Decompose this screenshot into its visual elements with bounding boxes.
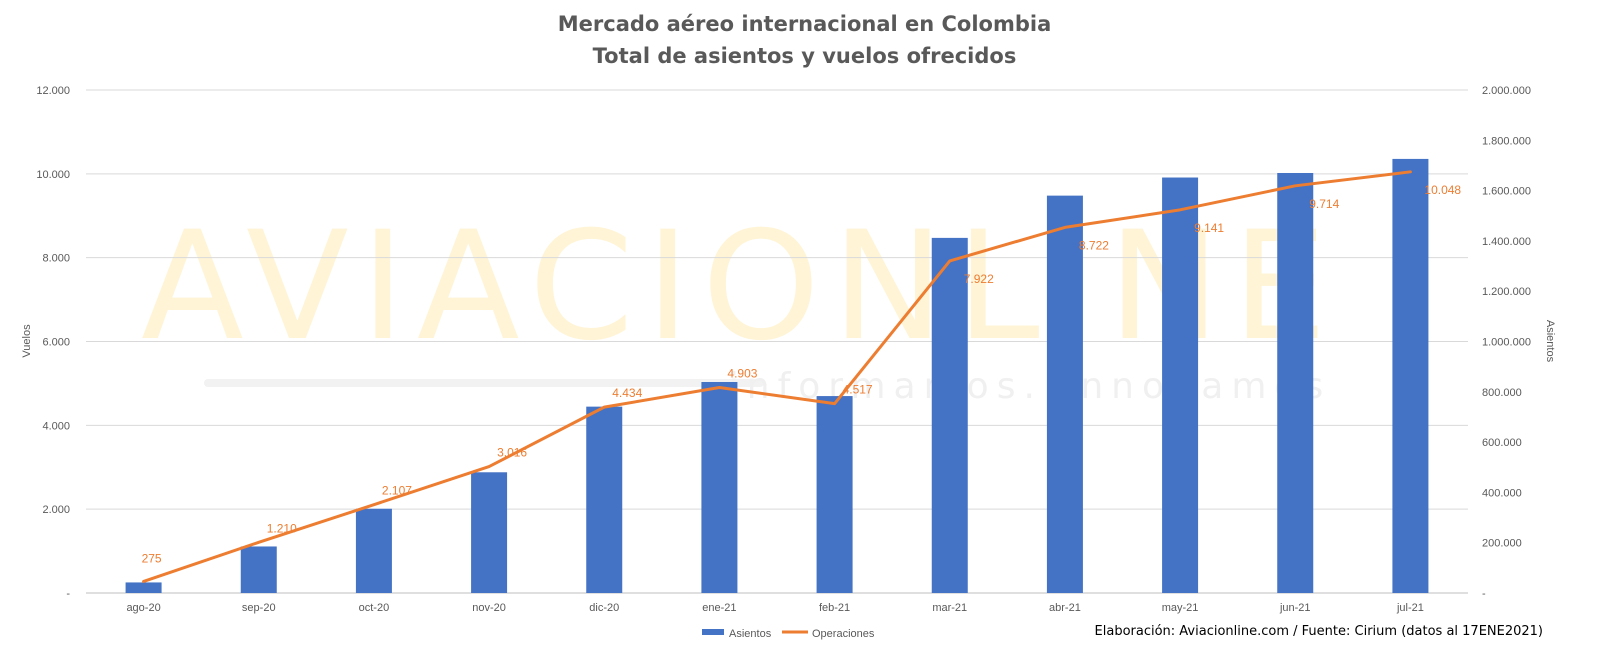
x-tick-label: jun-21 (1279, 602, 1311, 614)
y-left-tick-label: 10.000 (36, 169, 70, 181)
legend-label-operaciones: Operaciones (812, 628, 875, 640)
data-label-operaciones: 4.517 (843, 383, 873, 397)
bar-asientos (471, 472, 508, 593)
y-left-axis-title: Vuelos (21, 324, 33, 358)
legend-swatch-asientos (702, 629, 724, 635)
bar-asientos (586, 406, 623, 593)
data-label-operaciones: 7.922 (964, 272, 994, 286)
x-tick-label: dic-20 (589, 602, 619, 614)
y-right-tick-label: 1.000.000 (1482, 337, 1531, 349)
chart-title: Mercado aéreo internacional en Colombia (557, 12, 1052, 36)
bar-asientos (240, 546, 277, 593)
data-label-operaciones: 3.016 (497, 446, 527, 460)
y-right-tick-label: - (1482, 588, 1486, 600)
y-right-tick-label: 2.000.000 (1482, 85, 1531, 97)
y-right-tick-label: 1.200.000 (1482, 286, 1531, 298)
x-tick-label: sep-20 (242, 602, 276, 614)
line-operaciones (142, 170, 1412, 583)
data-label-operaciones: 275 (142, 551, 162, 565)
x-tick-label: oct-20 (359, 602, 390, 614)
data-label-operaciones: 4.434 (612, 386, 642, 400)
bar-asientos (1162, 177, 1199, 593)
y-left-tick-label: 6.000 (42, 337, 70, 349)
bar-asientos (355, 508, 392, 593)
data-label-operaciones: 8.722 (1079, 238, 1109, 252)
y-left-tick-label: - (66, 588, 70, 600)
x-tick-label: jul-21 (1396, 602, 1424, 614)
data-label-operaciones: 10.048 (1424, 183, 1461, 197)
x-tick-label: ago-20 (126, 602, 160, 614)
y-right-tick-label: 600.000 (1482, 437, 1522, 449)
bar-asientos (816, 396, 853, 593)
y-right-tick-label: 1.400.000 (1482, 236, 1531, 248)
y-right-tick-label: 400.000 (1482, 487, 1522, 499)
data-label-operaciones: 4.903 (727, 366, 757, 380)
bar-asientos (931, 237, 968, 593)
y-right-tick-label: 1.600.000 (1482, 186, 1531, 198)
watermark-brand: AVIACIONLINE (141, 200, 1339, 374)
x-tick-label: nov-20 (472, 602, 506, 614)
x-tick-label: abr-21 (1049, 602, 1081, 614)
x-tick-label: mar-21 (932, 602, 967, 614)
data-label-operaciones: 9.141 (1194, 221, 1224, 235)
source-credit: Elaboración: Aviacionline.com / Fuente: … (1094, 624, 1543, 639)
y-left-tick-label: 8.000 (42, 253, 70, 265)
bar-asientos (701, 381, 738, 593)
bar-asientos (1277, 172, 1314, 593)
y-left-tick-label: 12.000 (36, 85, 70, 97)
y-right-tick-label: 200.000 (1482, 538, 1522, 550)
data-label-operaciones: 1.210 (267, 521, 297, 535)
data-label-operaciones: 2.107 (382, 484, 412, 498)
data-label-operaciones: 9.714 (1309, 197, 1339, 211)
x-tick-label: feb-21 (819, 602, 850, 614)
bar-asientos (1046, 195, 1083, 593)
x-tick-label: ene-21 (702, 602, 736, 614)
bar-asientos (1392, 158, 1429, 593)
x-tick-label: may-21 (1162, 602, 1199, 614)
chart-subtitle: Total de asientos y vuelos ofrecidos (592, 44, 1017, 68)
watermark-bar (204, 379, 764, 387)
y-left-tick-label: 4.000 (42, 420, 70, 432)
bar-asientos (125, 582, 162, 593)
y-right-tick-label: 800.000 (1482, 387, 1522, 399)
y-left-tick-label: 2.000 (42, 504, 70, 516)
y-right-axis-title: Asientos (1544, 320, 1556, 363)
legend-label-asientos: Asientos (729, 628, 772, 640)
y-right-tick-label: 1.800.000 (1482, 135, 1531, 147)
